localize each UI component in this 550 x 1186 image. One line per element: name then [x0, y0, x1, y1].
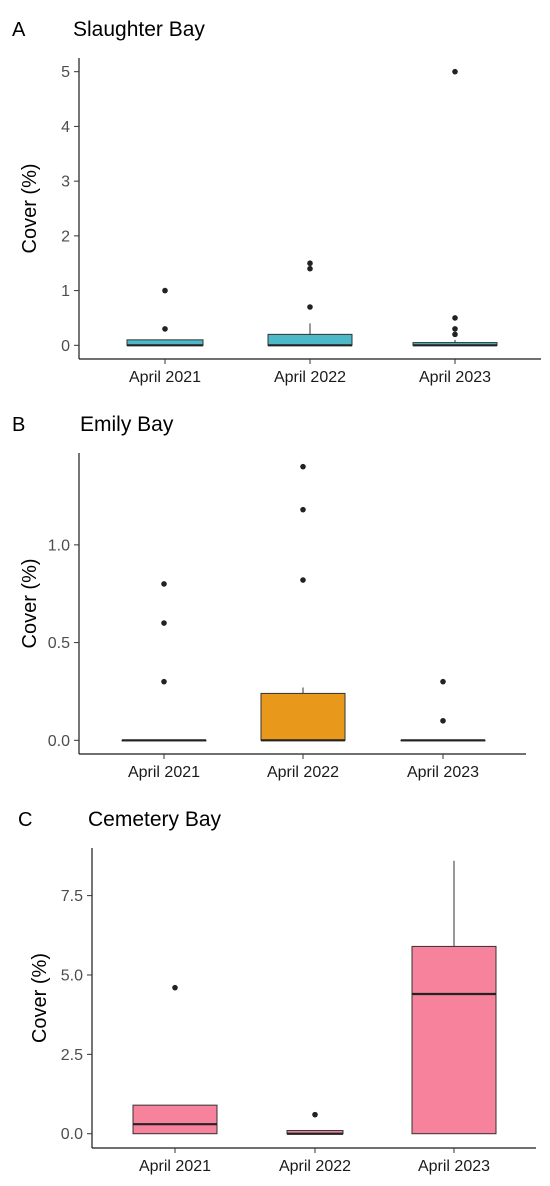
chart-panel-a: A Slaughter Bay Cover (%) 0 1 2 3 4 5 April 2021 A…: [12, 18, 541, 386]
outlier-point: [452, 315, 458, 321]
box-april-2022: [267, 260, 353, 347]
y-tick-label: 7.5: [61, 888, 83, 905]
outlier-point: [161, 678, 167, 685]
y-tick-label: 1: [61, 283, 70, 300]
y-axis-label: Cover (%): [19, 163, 41, 253]
outlier-point: [300, 577, 306, 583]
y-tick-label: 0.5: [48, 635, 70, 652]
outlier-point: [300, 463, 306, 470]
box-april-2023: [400, 678, 486, 742]
panel-letter: B: [12, 414, 25, 436]
x-tick-label: April 2021: [128, 764, 200, 781]
x-tick-label: April 2021: [129, 369, 201, 386]
y-tick-label: 0.0: [61, 1126, 83, 1143]
y-tick-label: 2.5: [61, 1047, 83, 1064]
x-tick-label: April 2023: [407, 764, 479, 781]
box-april-2021: [121, 581, 207, 742]
y-axis-label: Cover (%): [29, 953, 51, 1043]
x-tick-label: April 2023: [418, 1158, 490, 1175]
y-tick-label: 5: [61, 64, 70, 81]
x-tick-label: April 2022: [279, 1158, 351, 1175]
y-tick-label: 0: [61, 338, 70, 355]
outlier-point: [172, 984, 178, 991]
box-april-2023: [412, 68, 498, 347]
chart-title: Cemetery Bay: [88, 808, 222, 831]
panel-letter: C: [18, 809, 32, 831]
box-april-2021: [132, 984, 218, 1135]
box-body: [260, 692, 346, 741]
chart-title: Emily Bay: [80, 413, 174, 436]
outlier-point: [452, 326, 458, 332]
box-body: [267, 333, 353, 346]
y-tick-label: 0.0: [48, 733, 70, 750]
box-body: [411, 945, 497, 1135]
y-axis-label: Cover (%): [19, 558, 41, 648]
box-body: [132, 1104, 218, 1135]
outlier-point: [162, 287, 168, 294]
outlier-point: [307, 265, 313, 272]
outlier-point: [440, 717, 446, 724]
x-tick-label: April 2021: [139, 1158, 211, 1175]
x-tick-label: April 2022: [267, 764, 339, 781]
y-tick-label: 3: [61, 174, 70, 191]
outlier-point: [161, 620, 167, 626]
chart-panel-c: C Cemetery Bay Cover (%) 0.0 2.5 5.0 7.5 April …: [18, 808, 536, 1175]
outlier-point: [300, 506, 306, 513]
chart-panel-b: B Emily Bay Cover (%) 0.0 0.5 1.0 April 2021 Ap…: [12, 413, 526, 781]
outlier-point: [307, 260, 313, 267]
outlier-point: [307, 304, 313, 310]
x-tick-label: April 2023: [419, 369, 491, 386]
chart-title: Slaughter Bay: [73, 18, 205, 41]
y-tick-label: 4: [61, 119, 70, 136]
box-april-2022: [260, 463, 346, 742]
outlier-point: [452, 68, 458, 75]
outlier-point: [312, 1111, 318, 1118]
outlier-point: [452, 331, 458, 338]
x-tick-label: April 2022: [274, 369, 346, 386]
y-tick-label: 5.0: [61, 967, 83, 984]
outlier-point: [161, 581, 167, 587]
y-tick-label: 2: [61, 228, 70, 245]
outlier-point: [162, 326, 168, 332]
box-april-2021: [126, 287, 204, 347]
box-april-2022: [286, 1111, 344, 1135]
y-tick-label: 1.0: [48, 537, 70, 554]
panel-letter: A: [12, 19, 26, 41]
outlier-point: [440, 678, 446, 685]
box-april-2023: [411, 860, 497, 1135]
